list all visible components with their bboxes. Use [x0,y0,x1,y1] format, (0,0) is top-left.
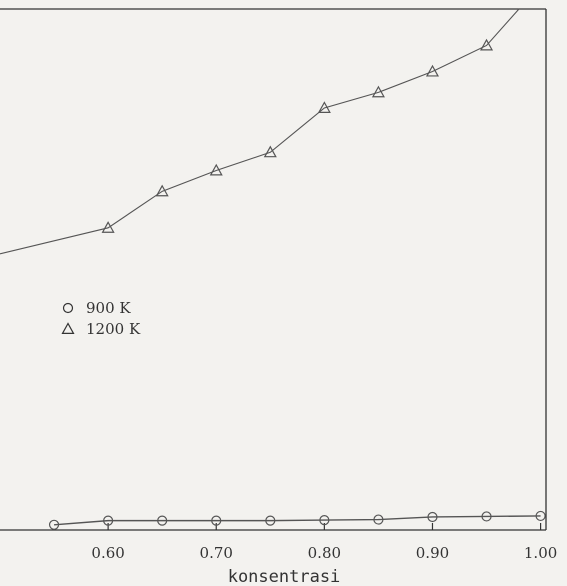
legend: 900 K 1200 K [61,299,141,338]
data-point [425,64,439,77]
data-point [211,515,222,526]
x-tick-label: 0.70 [200,544,233,562]
x-tick-label: 0.80 [308,544,341,562]
data-point [371,85,385,98]
series-1 [48,510,546,530]
data-point [319,515,330,526]
data-point [62,302,74,314]
x-tick-label: 1.00 [524,544,557,562]
data-point [481,511,492,522]
data-point [535,510,546,522]
x-tick-label: 0.60 [91,544,124,562]
x-axis-title: konsentrasi [228,567,341,586]
data-point [263,145,277,158]
data-point [61,322,75,334]
legend-label: 900 K [86,299,131,317]
legend-label: 1200 K [86,320,141,338]
data-point [48,519,60,530]
series-line [0,8,520,255]
x-tick-label: 0.90 [416,544,449,562]
data-point [480,38,494,51]
data-point [209,163,223,176]
data-point [265,515,276,526]
series-line [54,515,541,526]
data-point [317,101,331,113]
x-axis-ticks: 0.60 0.70 0.80 0.90 1.00 [91,523,557,562]
data-point [373,514,384,525]
data-point [101,221,115,233]
data-point [157,515,168,526]
data-point [155,184,169,197]
plot-frame [0,8,547,531]
series-layer [0,8,546,530]
series-2 [0,8,520,255]
data-point [427,511,438,523]
data-point [103,515,114,526]
